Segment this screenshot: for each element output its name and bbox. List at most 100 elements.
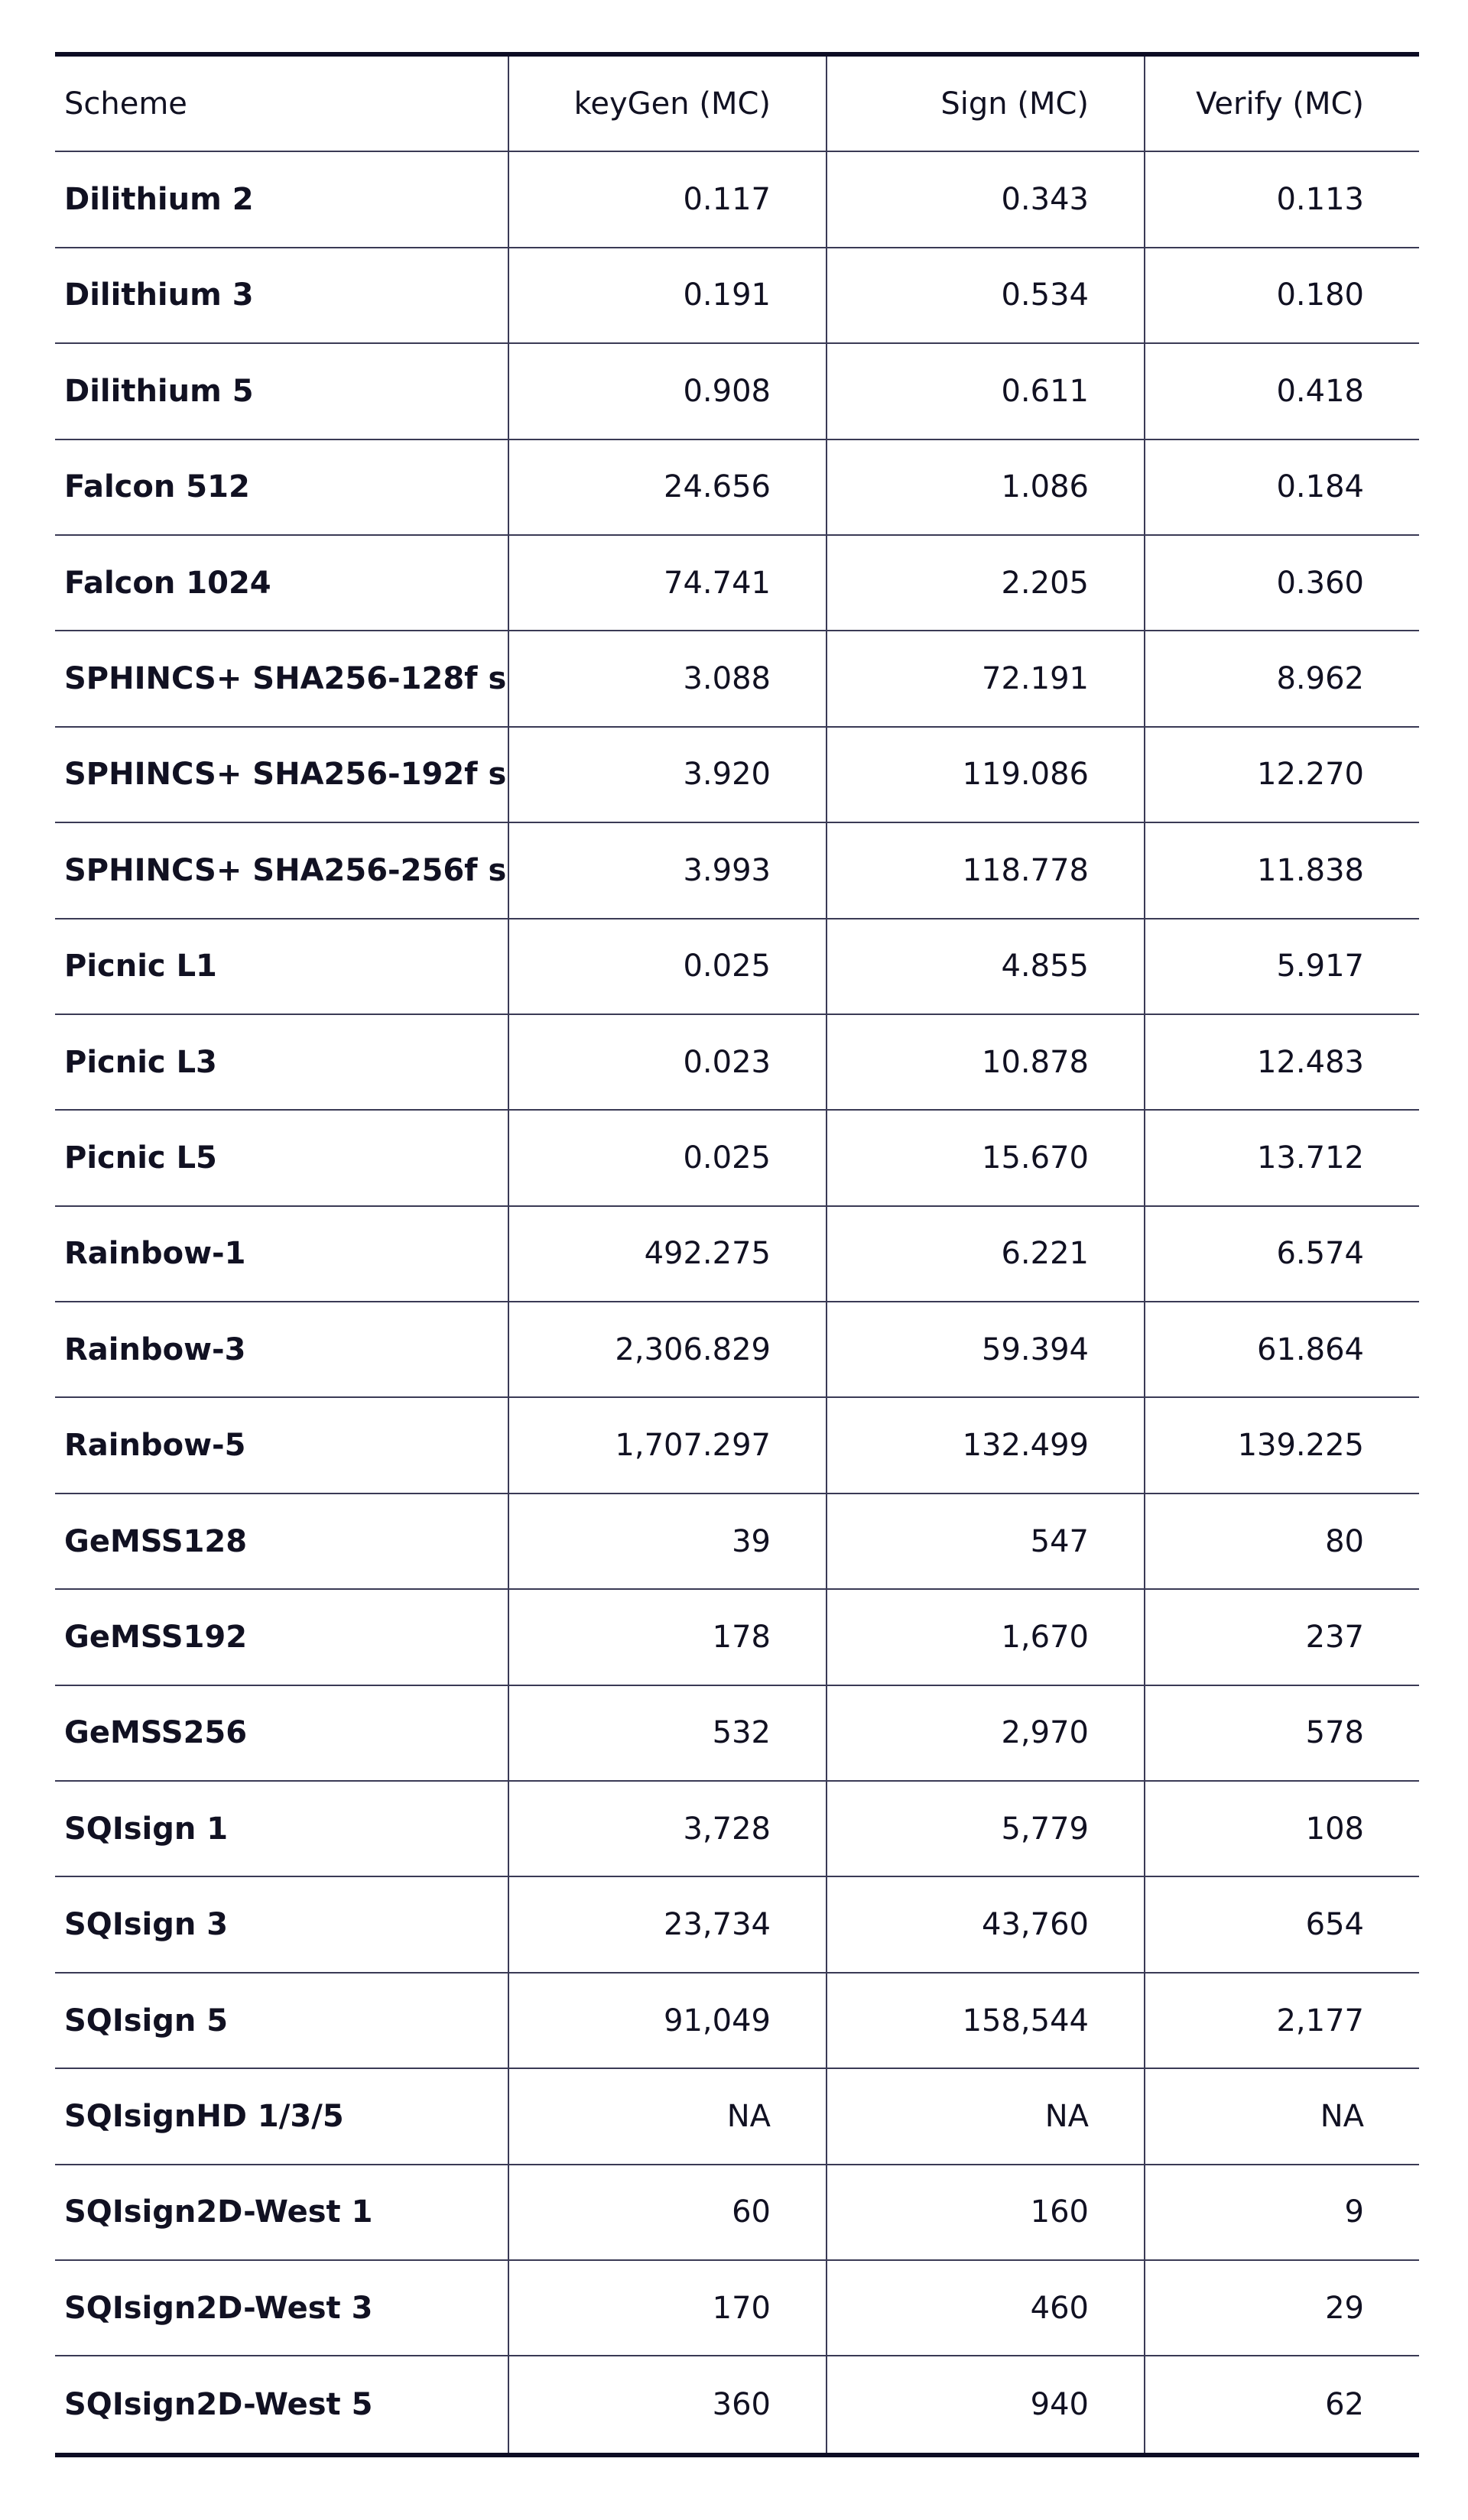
sign-cell: 940: [827, 2356, 1145, 2453]
verify-cell: 0.180: [1276, 277, 1364, 313]
table-row: Rainbow-3 2,306.829 59.394 61.864: [55, 1302, 1419, 1399]
table-row: GeMSS192 178 1,670 237: [55, 1590, 1419, 1686]
scheme-cell: Picnic L5: [55, 1111, 509, 1205]
scheme-cell: SQIsign 1: [55, 1782, 509, 1876]
table-row: GeMSS256 532 2,970 578: [55, 1685, 1419, 1782]
scheme-cell: SPHINCS+ SHA256-256f s: [55, 823, 509, 918]
table-body: Dilithium 2 0.117 0.343 0.113 Dilithium 3 0.1…: [55, 152, 1419, 2453]
scheme-cell: Rainbow-3: [55, 1302, 509, 1397]
keygen-cell: 0.023: [509, 1014, 827, 1110]
verify-cell: 29: [1325, 2290, 1364, 2326]
benchmark-table: Scheme keyGen (MC) Sign (MC) Verify (MC)…: [55, 52, 1419, 2457]
verify-cell: 237: [1305, 1619, 1364, 1655]
verify-cell: 0.113: [1276, 182, 1364, 218]
table-row: SPHINCS+ SHA256-256f s 3.993 118.778 11.838: [55, 823, 1419, 919]
keygen-cell: 178: [509, 1590, 827, 1685]
verify-cell: 5.917: [1276, 949, 1364, 984]
verify-cell: 80: [1325, 1523, 1364, 1559]
table-row: Dilithium 2 0.117 0.343 0.113: [55, 152, 1419, 248]
sign-cell: 0.534: [827, 248, 1145, 343]
verify-cell: 8.962: [1276, 661, 1364, 697]
sign-cell: 1.086: [827, 439, 1145, 534]
verify-cell: 13.712: [1257, 1140, 1364, 1176]
keygen-cell: 23,734: [509, 1877, 827, 1972]
header-keygen: keyGen (MC): [509, 57, 827, 151]
table-row: SQIsignHD 1/3/5 NA NA NA: [55, 2069, 1419, 2165]
keygen-cell: 0.191: [509, 248, 827, 343]
verify-cell: 2,177: [1276, 2003, 1364, 2038]
verify-cell: 108: [1305, 1811, 1364, 1847]
keygen-cell: 0.025: [509, 919, 827, 1014]
scheme-cell: SQIsign2D-West 3: [55, 2260, 509, 2356]
scheme-cell: Dilithium 3: [55, 248, 509, 343]
sign-cell: 460: [827, 2260, 1145, 2356]
table-row: SQIsign 5 91,049 158,544 2,177: [55, 1973, 1419, 2070]
table-row: Rainbow-1 492.275 6.221 6.574: [55, 1206, 1419, 1303]
verify-cell: 11.838: [1257, 852, 1364, 888]
sign-cell: 0.611: [827, 344, 1145, 439]
verify-cell: 654: [1305, 1907, 1364, 1943]
sign-cell: 118.778: [827, 823, 1145, 918]
keygen-cell: 0.025: [509, 1111, 827, 1205]
verify-cell: 0.360: [1276, 565, 1364, 601]
table-row: Dilithium 3 0.191 0.534 0.180: [55, 248, 1419, 345]
verify-cell: 62: [1325, 2387, 1364, 2423]
sign-cell: 158,544: [827, 1973, 1145, 2068]
verify-cell: 9: [1344, 2194, 1364, 2230]
header-scheme: Scheme: [55, 57, 509, 151]
sign-cell: 4.855: [827, 919, 1145, 1014]
table-row: SQIsign2D-West 1 60 160 9: [55, 2165, 1419, 2261]
scheme-cell: Falcon 1024: [55, 535, 509, 631]
scheme-cell: SQIsign2D-West 1: [55, 2165, 509, 2259]
keygen-cell: 3,728: [509, 1782, 827, 1876]
scheme-cell: SQIsign 3: [55, 1877, 509, 1972]
sign-cell: 43,760: [827, 1877, 1145, 1972]
sign-cell: 2.205: [827, 535, 1145, 631]
header-verify: Verify (MC): [1196, 86, 1364, 122]
scheme-cell: Falcon 512: [55, 439, 509, 534]
scheme-cell: Picnic L3: [55, 1014, 509, 1110]
keygen-cell: 24.656: [509, 439, 827, 534]
table-header-row: Scheme keyGen (MC) Sign (MC) Verify (MC): [55, 57, 1419, 153]
scheme-cell: GeMSS128: [55, 1494, 509, 1589]
sign-cell: 59.394: [827, 1302, 1145, 1397]
verify-cell: 12.483: [1257, 1044, 1364, 1080]
keygen-cell: 0.117: [509, 152, 827, 247]
verify-cell: 578: [1305, 1715, 1364, 1751]
scheme-cell: Rainbow-5: [55, 1398, 509, 1493]
keygen-cell: 532: [509, 1685, 827, 1781]
table-row: GeMSS128 39 547 80: [55, 1494, 1419, 1591]
keygen-cell: 2,306.829: [509, 1302, 827, 1397]
keygen-cell: 74.741: [509, 535, 827, 631]
keygen-cell: NA: [509, 2069, 827, 2164]
sign-cell: 2,970: [827, 1685, 1145, 1781]
sign-cell: 6.221: [827, 1206, 1145, 1302]
sign-cell: 160: [827, 2165, 1145, 2259]
keygen-cell: 170: [509, 2260, 827, 2356]
table-row: SQIsign 1 3,728 5,779 108: [55, 1782, 1419, 1878]
table-row: Falcon 512 24.656 1.086 0.184: [55, 439, 1419, 536]
keygen-cell: 3.920: [509, 727, 827, 822]
scheme-cell: SPHINCS+ SHA256-128f s: [55, 631, 509, 726]
scheme-cell: Dilithium 5: [55, 344, 509, 439]
table-row: SQIsign2D-West 5 360 940 62: [55, 2356, 1419, 2453]
scheme-cell: GeMSS192: [55, 1590, 509, 1685]
scheme-cell: SQIsignHD 1/3/5: [55, 2069, 509, 2164]
table-row: SQIsign 3 23,734 43,760 654: [55, 1877, 1419, 1974]
verify-cell: 0.418: [1276, 373, 1364, 409]
keygen-cell: 3.993: [509, 823, 827, 918]
sign-cell: 132.499: [827, 1398, 1145, 1493]
table-row: Picnic L5 0.025 15.670 13.712: [55, 1111, 1419, 1207]
sign-cell: 72.191: [827, 631, 1145, 726]
keygen-cell: 91,049: [509, 1973, 827, 2068]
sign-cell: 5,779: [827, 1782, 1145, 1876]
keygen-cell: 492.275: [509, 1206, 827, 1302]
sign-cell: NA: [827, 2069, 1145, 2164]
sign-cell: 547: [827, 1494, 1145, 1589]
scheme-cell: GeMSS256: [55, 1685, 509, 1781]
scheme-cell: SQIsign2D-West 5: [55, 2356, 509, 2453]
table-row: Picnic L3 0.023 10.878 12.483: [55, 1014, 1419, 1111]
verify-cell: 12.270: [1257, 757, 1364, 793]
sign-cell: 15.670: [827, 1111, 1145, 1205]
keygen-cell: 360: [509, 2356, 827, 2453]
